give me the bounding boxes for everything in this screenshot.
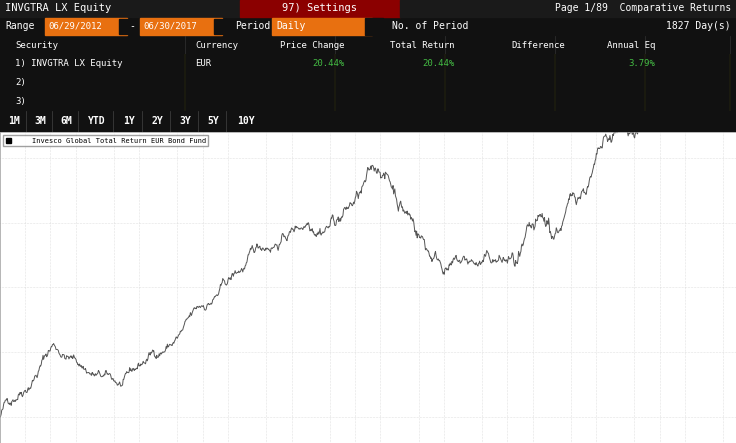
Text: 3.79%: 3.79% bbox=[628, 59, 655, 68]
Text: No. of Period: No. of Period bbox=[392, 21, 468, 31]
Text: Currency: Currency bbox=[195, 40, 238, 50]
Text: 3): 3) bbox=[15, 97, 26, 106]
Text: 1) INVGTRA LX Equity: 1) INVGTRA LX Equity bbox=[15, 59, 122, 68]
Text: 3M: 3M bbox=[34, 117, 46, 127]
Text: 20.44%: 20.44% bbox=[422, 59, 455, 68]
Text: -: - bbox=[129, 21, 135, 31]
Text: Page 1/89  Comparative Returns: Page 1/89 Comparative Returns bbox=[555, 4, 731, 13]
Text: Difference: Difference bbox=[512, 40, 565, 50]
Text: 5Y: 5Y bbox=[207, 117, 219, 127]
Text: 20.44%: 20.44% bbox=[313, 59, 345, 68]
Text: 10Y: 10Y bbox=[237, 117, 255, 127]
Text: EUR: EUR bbox=[195, 59, 211, 68]
Text: Range: Range bbox=[5, 21, 35, 31]
Text: Annual Eq: Annual Eq bbox=[606, 40, 655, 50]
Text: 1M: 1M bbox=[8, 117, 20, 127]
Text: INVGTRA LX Equity: INVGTRA LX Equity bbox=[5, 4, 111, 13]
Bar bbox=[272, 18, 372, 35]
Text: 06/29/2012: 06/29/2012 bbox=[48, 22, 102, 31]
Text: 2): 2) bbox=[15, 78, 26, 87]
Text: Price Change: Price Change bbox=[280, 40, 345, 50]
Legend: Invesco Global Total Return EUR Bond Fund: Invesco Global Total Return EUR Bond Fun… bbox=[4, 136, 208, 146]
Text: 97) Settings: 97) Settings bbox=[283, 4, 358, 13]
Text: Security: Security bbox=[15, 40, 58, 50]
Text: 2Y: 2Y bbox=[151, 117, 163, 127]
Text: 06/30/2017: 06/30/2017 bbox=[143, 22, 197, 31]
Text: Period: Period bbox=[235, 21, 270, 31]
Bar bbox=[45, 18, 127, 35]
Text: Total Return: Total Return bbox=[391, 40, 455, 50]
Text: 3Y: 3Y bbox=[179, 117, 191, 127]
Text: 1827 Day(s): 1827 Day(s) bbox=[666, 21, 731, 31]
Bar bbox=[0, 0, 240, 17]
Bar bbox=[140, 18, 222, 35]
Text: Daily: Daily bbox=[276, 21, 305, 31]
Text: 1Y: 1Y bbox=[123, 117, 135, 127]
Text: YTD: YTD bbox=[88, 117, 105, 127]
Bar bbox=[119, 19, 131, 34]
Text: 6M: 6M bbox=[60, 117, 72, 127]
Bar bbox=[214, 19, 226, 34]
Bar bbox=[400, 0, 736, 17]
Bar bbox=[240, 0, 400, 17]
Bar bbox=[365, 18, 383, 35]
